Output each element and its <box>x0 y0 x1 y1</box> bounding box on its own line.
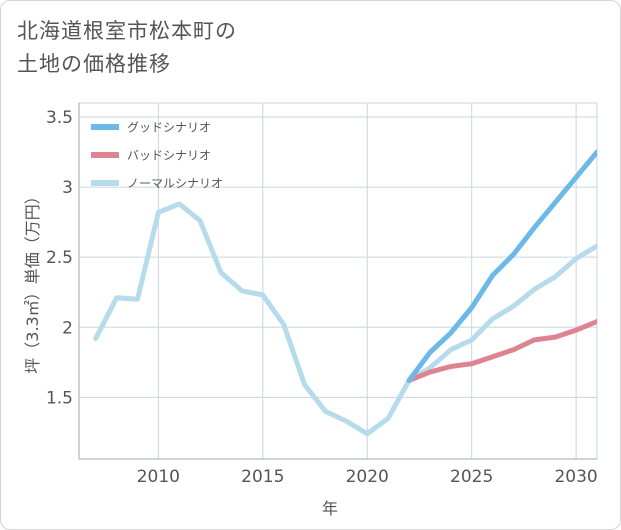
x-tick-label: 2030 <box>554 467 597 487</box>
chart-title-line-1: 北海道根室市松本町の <box>17 19 237 43</box>
x-tick-label: 2015 <box>241 467 284 487</box>
x-tick-label: 2020 <box>346 467 389 487</box>
plot-area <box>78 102 598 460</box>
series-line-1 <box>406 319 597 383</box>
y-tick-label: 2.5 <box>46 248 73 268</box>
series-line-2 <box>93 201 597 437</box>
x-tick-label: 2010 <box>137 467 180 487</box>
y-tick-label: 3.5 <box>46 108 73 128</box>
series-line-0 <box>406 149 597 383</box>
y-tick-label: 3 <box>62 178 73 198</box>
legend-label: ノーマルシナリオ <box>127 177 223 191</box>
y-axis-label: 坪（3.3㎡）単価（万円） <box>23 188 42 373</box>
series-lines <box>93 149 597 437</box>
chart-title: 北海道根室市松本町の 土地の価格推移 <box>17 15 577 81</box>
legend-label: グッドシナリオ <box>127 121 211 135</box>
chart-title-line-2: 土地の価格推移 <box>17 52 171 76</box>
axes: 2010 2015 2020 2025 2030 1.5 2 2.5 3 3.5 年 坪（3.3㎡）単… <box>23 103 598 518</box>
x-tick-label: 2025 <box>450 467 493 487</box>
grid <box>78 102 598 460</box>
x-axis-label: 年 <box>322 499 338 518</box>
y-tick-label: 1.5 <box>46 388 73 408</box>
legend-label: バッドシナリオ <box>127 149 211 163</box>
y-tick-label: 2 <box>62 318 73 338</box>
